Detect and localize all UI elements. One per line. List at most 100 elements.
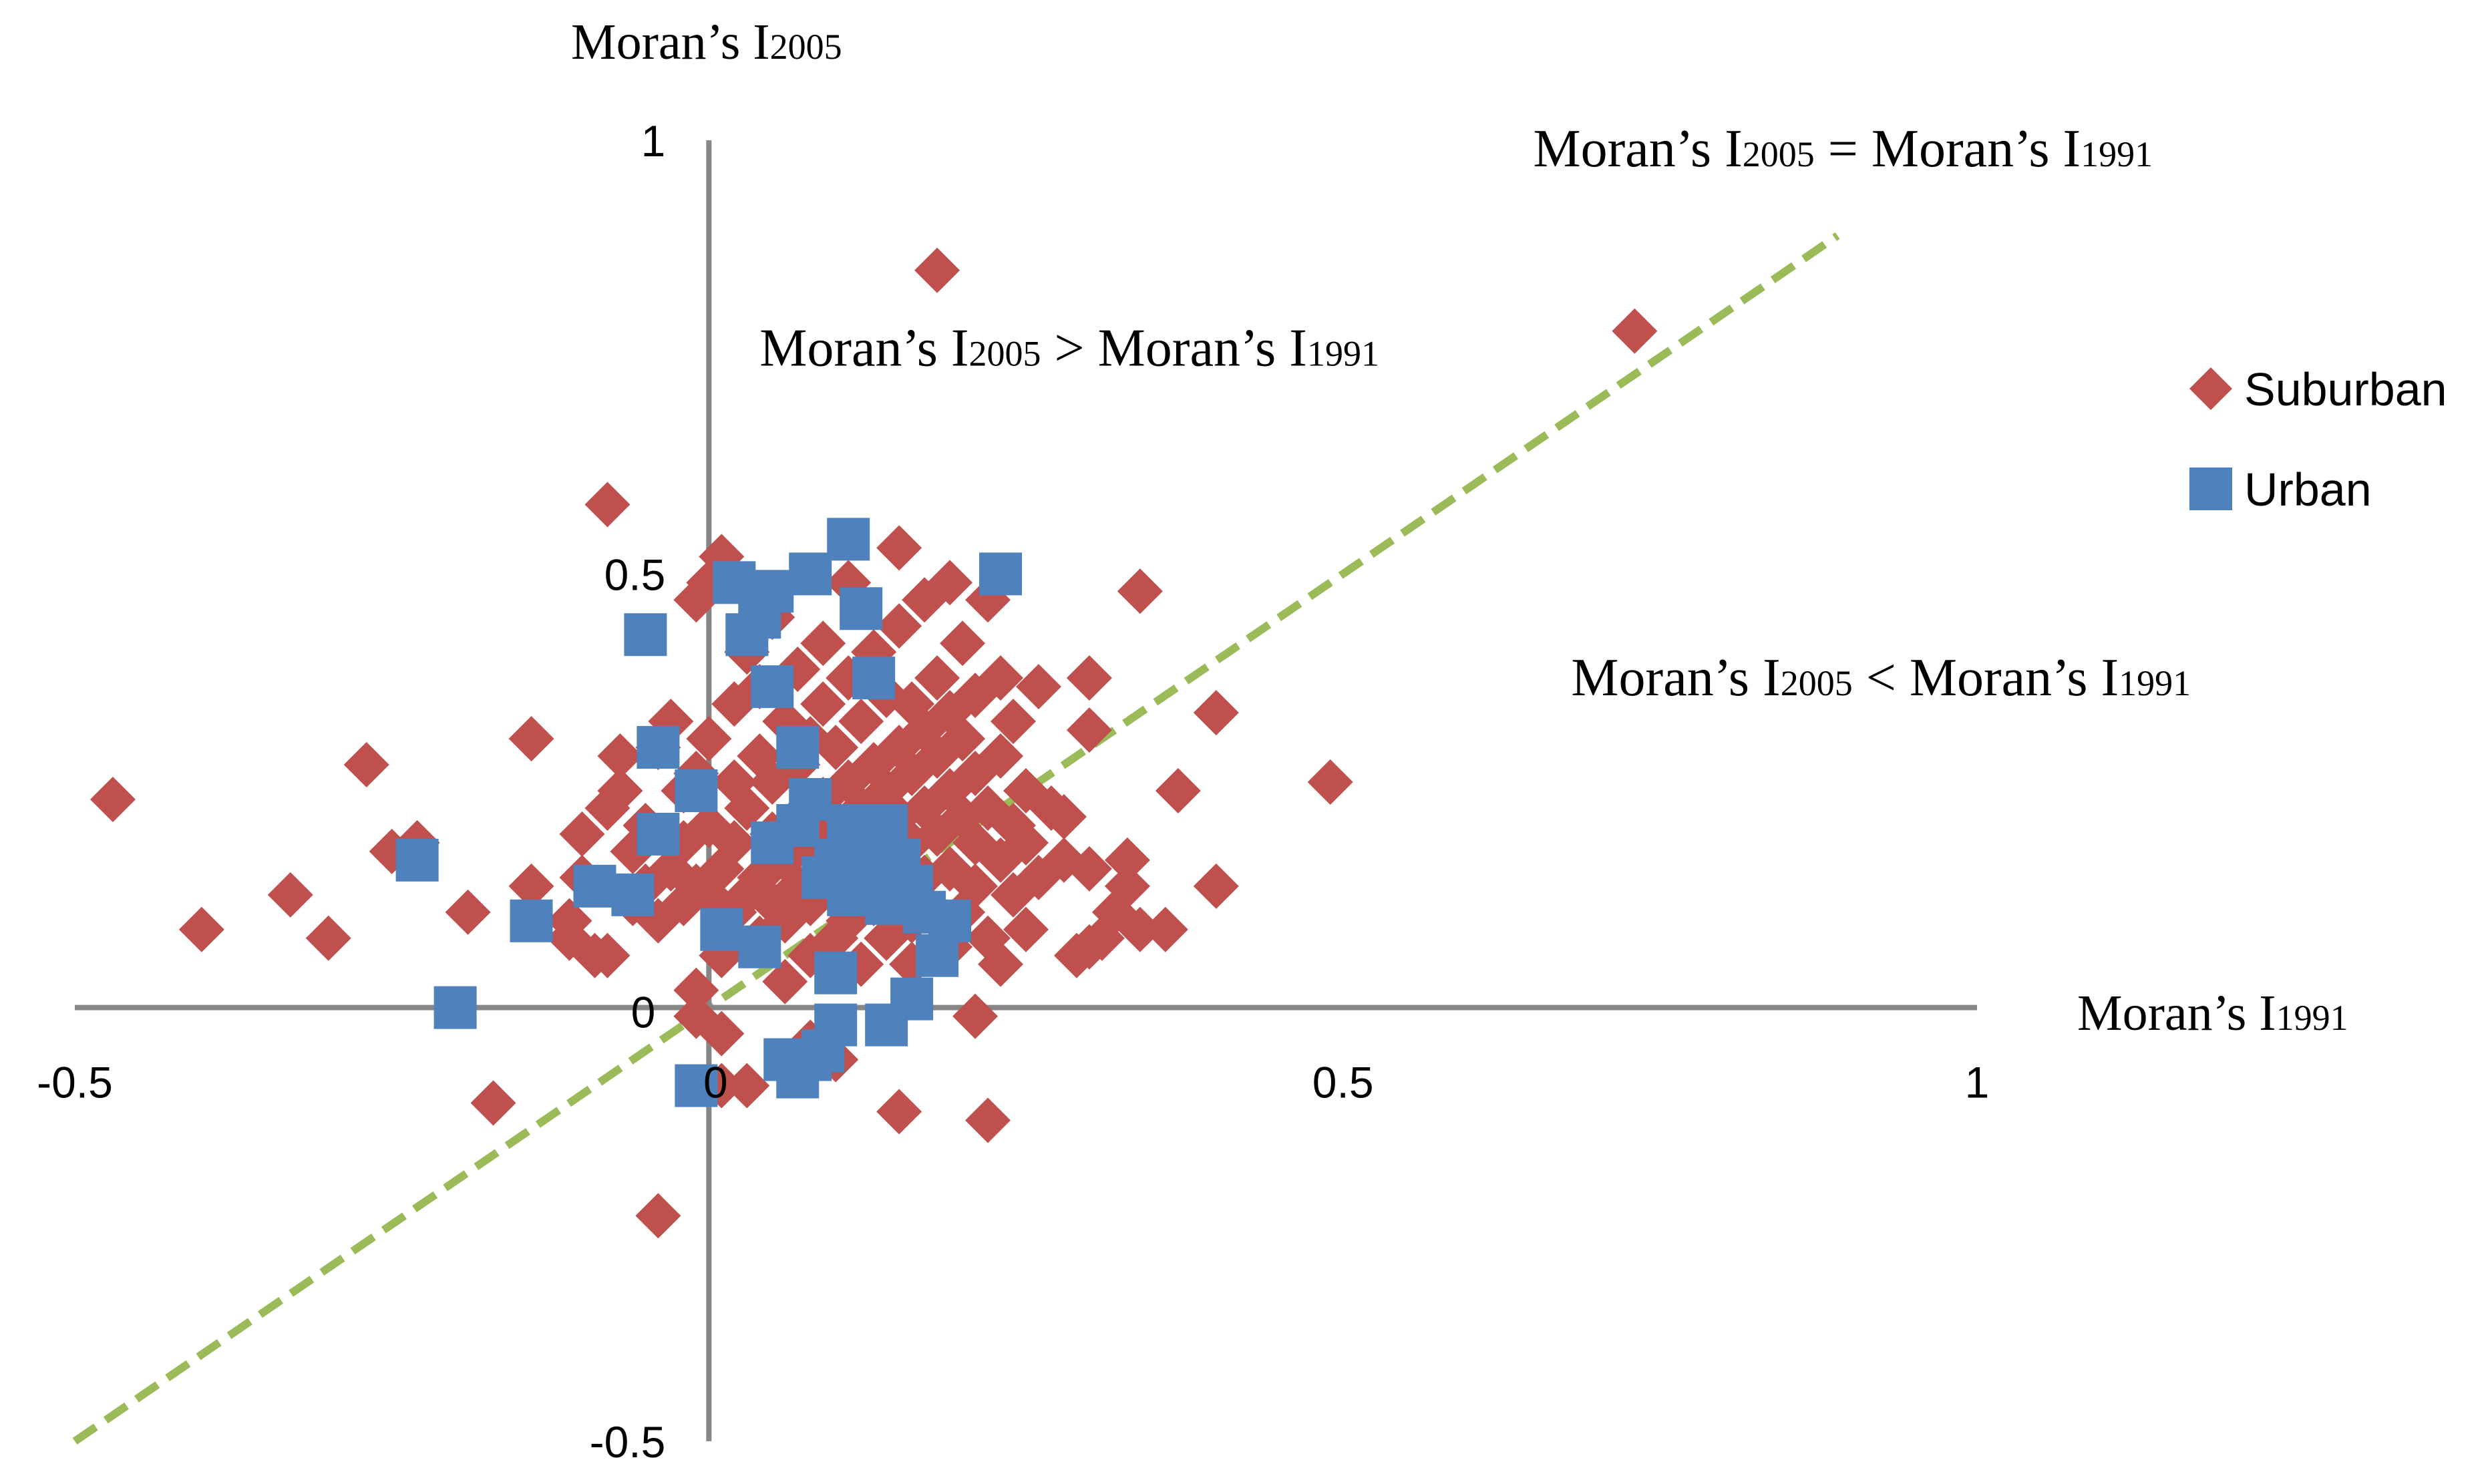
urban-point xyxy=(852,657,896,700)
series-suburban xyxy=(90,247,1658,1239)
suburban-point xyxy=(1015,664,1061,710)
legend-label: Suburban xyxy=(2244,363,2447,415)
suburban-point xyxy=(1117,568,1163,614)
suburban-point xyxy=(952,863,999,909)
suburban-point xyxy=(1612,308,1658,354)
legend-square-marker xyxy=(2189,468,2232,510)
suburban-point xyxy=(673,967,719,1013)
suburban-point xyxy=(1066,655,1112,701)
annotation-3-part: < Moran’s I xyxy=(1853,648,2119,707)
suburban-point xyxy=(940,620,986,667)
suburban-point xyxy=(1041,793,1087,840)
suburban-point xyxy=(178,906,224,952)
urban-point xyxy=(789,777,832,821)
y-axis-title: Moran’s I2005 xyxy=(571,14,842,70)
urban-point xyxy=(776,726,820,769)
suburban-point xyxy=(978,733,1024,779)
urban-point xyxy=(675,1064,718,1107)
suburban-point xyxy=(876,603,922,649)
annotation-3-subscript: 2005 xyxy=(1781,663,1853,703)
y-tick-label: 1 xyxy=(641,116,666,166)
suburban-point xyxy=(800,620,846,667)
suburban-point xyxy=(978,941,1024,987)
suburban-point xyxy=(813,725,859,771)
suburban-point xyxy=(1003,906,1049,952)
urban-point xyxy=(573,864,616,908)
x-tick-label: 0.5 xyxy=(1312,1058,1374,1107)
suburban-point xyxy=(711,681,757,727)
x-tick-label: 0 xyxy=(703,1058,728,1107)
urban-point xyxy=(751,665,794,709)
suburban-point xyxy=(559,811,605,857)
annotation-2-part: > Moran’s I xyxy=(1041,319,1307,378)
series-urban xyxy=(395,518,1023,1107)
annotation-1-part: Moran’s I xyxy=(1533,120,1742,178)
identity-reference-line xyxy=(72,232,1840,1445)
y-tick-label: 0.5 xyxy=(604,550,666,599)
suburban-point xyxy=(965,1097,1011,1143)
urban-point xyxy=(814,1003,858,1047)
x-axis-title-subscript: 1991 xyxy=(2276,998,2348,1038)
suburban-point xyxy=(267,872,313,918)
suburban-point xyxy=(584,932,631,978)
suburban-point xyxy=(635,1193,681,1239)
suburban-point xyxy=(699,1010,745,1057)
annotation-2: Moran’s I2005 > Moran’s I1991 xyxy=(759,319,1379,378)
annotation-1: Moran’s I2005 = Moran’s I1991 xyxy=(1533,120,2153,178)
annotation-1-subscript: 1991 xyxy=(2081,134,2153,174)
x-tick-label: -0.5 xyxy=(37,1058,113,1107)
suburban-point xyxy=(876,525,922,571)
annotation-2-subscript: 2005 xyxy=(969,334,1041,374)
suburban-point xyxy=(724,1063,770,1109)
suburban-point xyxy=(952,993,999,1039)
suburban-point xyxy=(1104,863,1150,909)
y-axis-title-part: Moran’s I xyxy=(571,14,770,70)
suburban-point xyxy=(991,699,1037,745)
urban-point xyxy=(738,925,781,968)
suburban-point xyxy=(724,785,770,831)
suburban-point xyxy=(927,560,973,606)
annotation-2-subscript: 1991 xyxy=(1307,334,1379,374)
suburban-point xyxy=(508,863,554,909)
suburban-point xyxy=(90,776,136,822)
urban-point xyxy=(840,587,883,630)
legend-label: Urban xyxy=(2244,463,2372,516)
annotation-1-subscript: 2005 xyxy=(1743,134,1815,174)
urban-point xyxy=(700,908,743,951)
legend-item-suburban: Suburban xyxy=(2189,363,2447,415)
suburban-point xyxy=(978,655,1024,701)
suburban-point xyxy=(1193,863,1239,909)
y-tick-label: 0 xyxy=(631,988,656,1037)
urban-point xyxy=(814,951,858,994)
suburban-point xyxy=(305,915,351,961)
legend-diamond-marker xyxy=(2189,367,2232,410)
suburban-point xyxy=(1066,846,1112,892)
urban-point xyxy=(624,613,667,657)
x-axis-title: Moran’s I1991 xyxy=(2077,985,2348,1041)
suburban-point xyxy=(800,681,846,727)
urban-point xyxy=(890,977,934,1021)
suburban-point xyxy=(1142,906,1188,952)
urban-point xyxy=(751,570,794,613)
urban-point xyxy=(510,899,553,942)
suburban-point xyxy=(1003,819,1049,866)
y-axis-title-subscript: 2005 xyxy=(770,27,842,67)
legend: Suburban Urban xyxy=(2189,363,2447,516)
suburban-point xyxy=(597,768,643,813)
urban-point xyxy=(675,769,718,812)
suburban-point xyxy=(1117,906,1163,952)
x-tick-label: 1 xyxy=(1965,1058,1990,1107)
urban-point xyxy=(395,838,439,882)
suburban-point xyxy=(597,733,643,779)
suburban-point xyxy=(914,247,960,293)
suburban-point xyxy=(508,716,554,762)
suburban-point xyxy=(876,1089,922,1135)
annotation-2-part: Moran’s I xyxy=(759,319,968,378)
urban-point xyxy=(827,518,870,561)
suburban-point xyxy=(1193,690,1239,736)
annotation-3-subscript: 1991 xyxy=(2119,663,2191,703)
suburban-point xyxy=(711,819,757,866)
